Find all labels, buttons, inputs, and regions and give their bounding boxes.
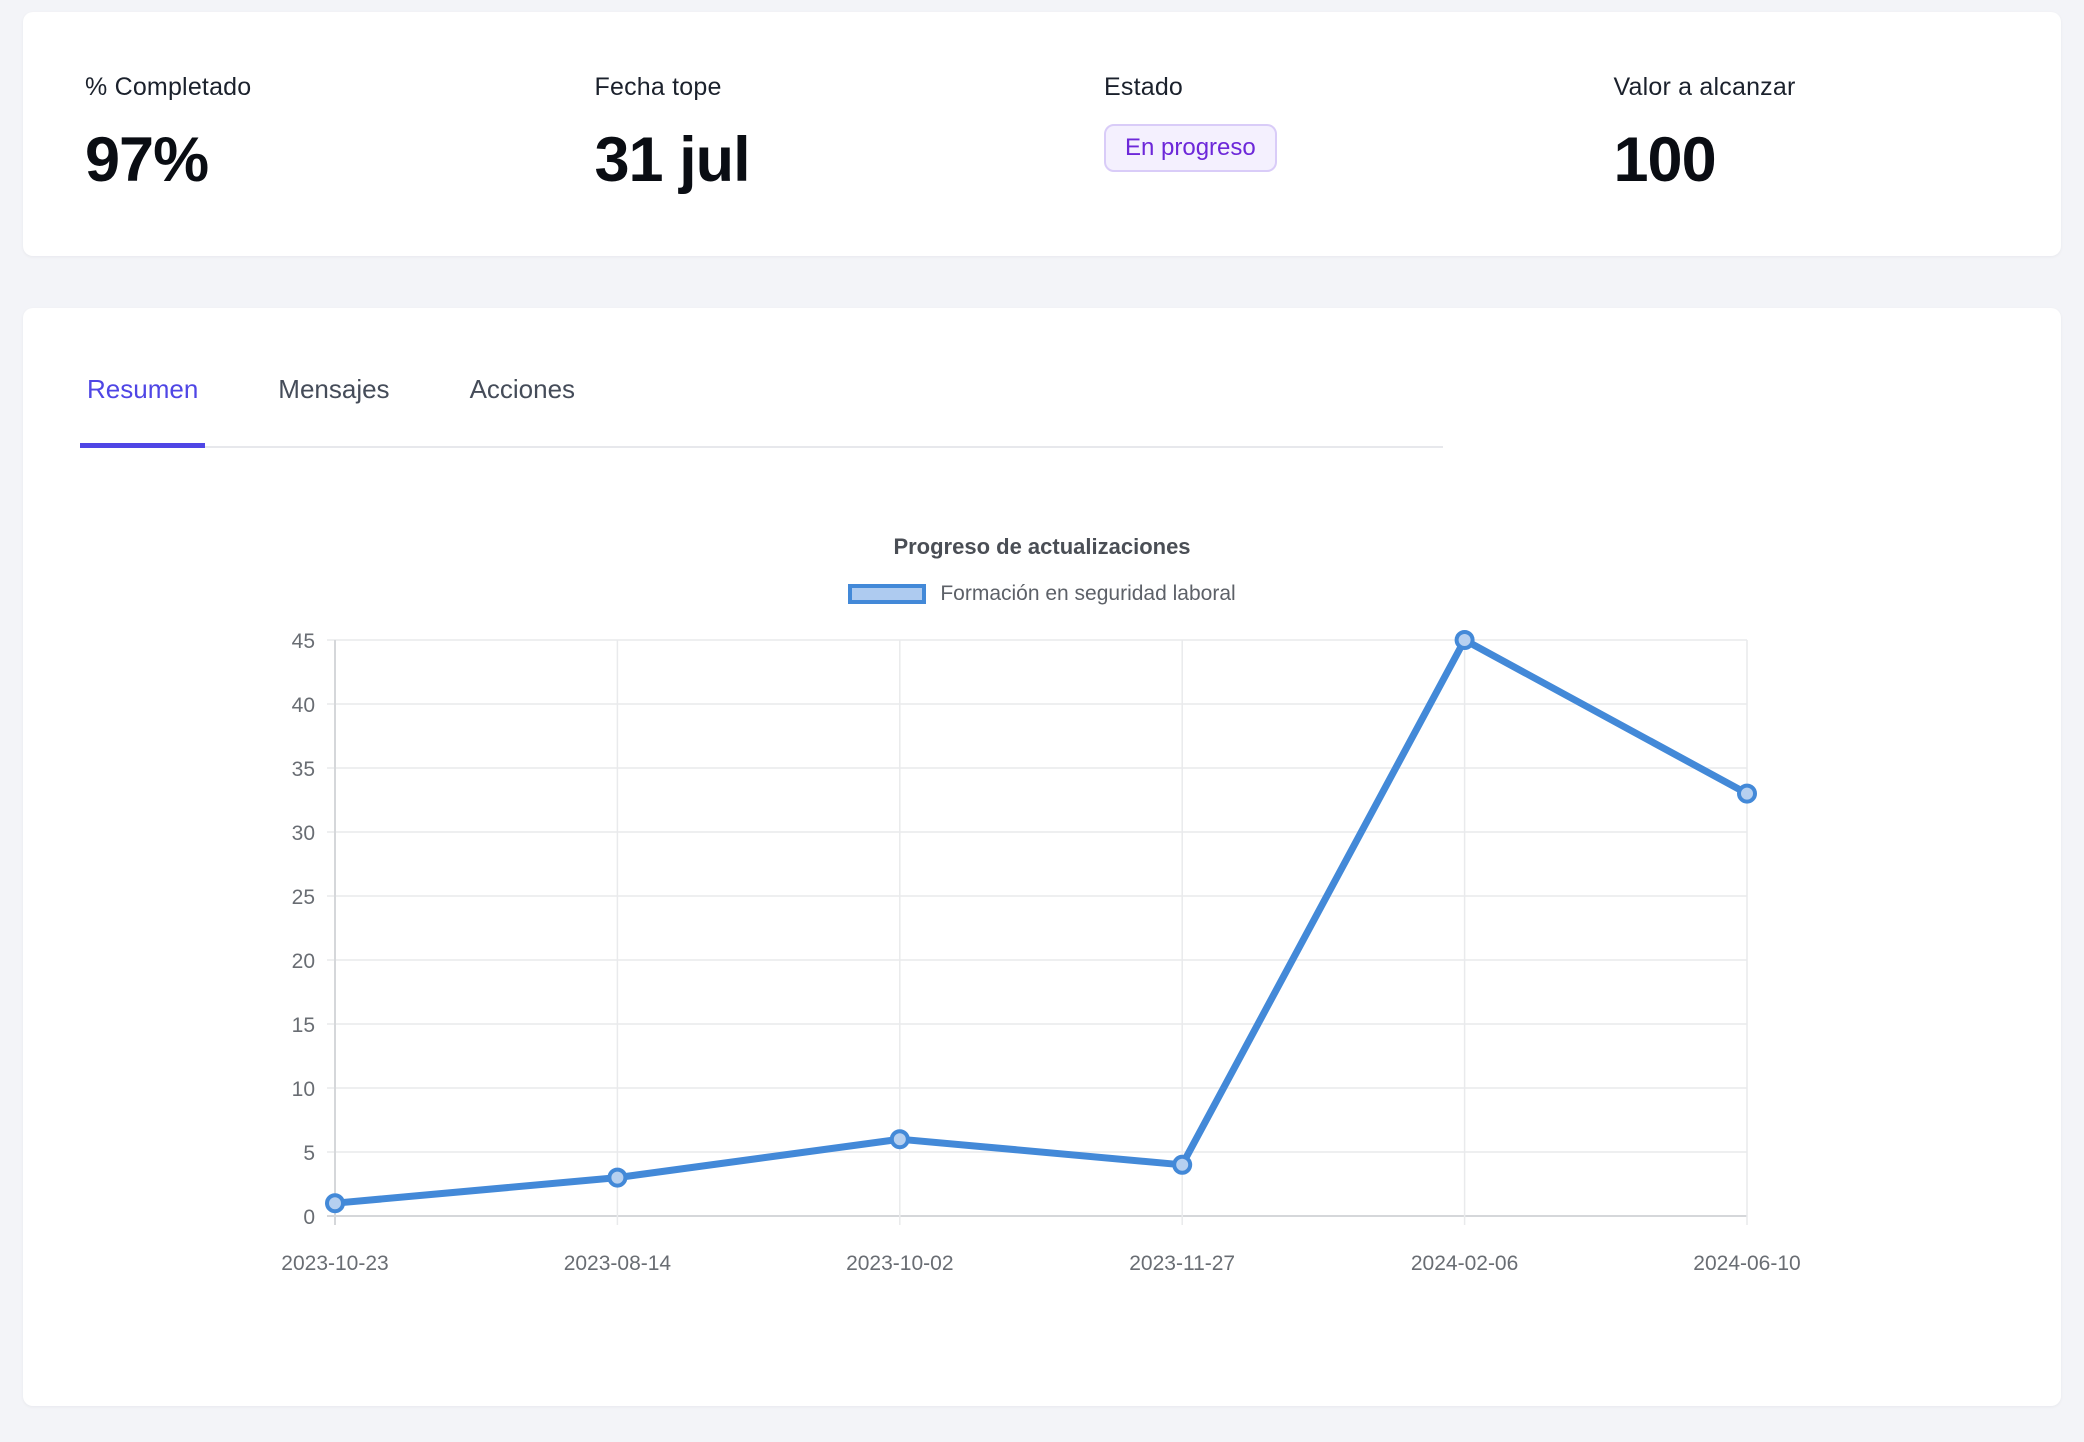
svg-text:35: 35: [292, 758, 315, 781]
svg-text:20: 20: [292, 950, 315, 973]
stat-valor-a-alcanzar: Valor a alcanzar 100: [1552, 73, 2062, 196]
stat-completado: % Completado 97%: [23, 73, 533, 196]
stat-value: 100: [1613, 124, 1717, 195]
chart-legend[interactable]: Formación en seguridad laboral: [232, 582, 1852, 606]
svg-text:30: 30: [292, 822, 315, 845]
svg-text:2023-08-14: 2023-08-14: [564, 1252, 672, 1275]
svg-text:2023-10-02: 2023-10-02: [846, 1252, 953, 1275]
main-card: Resumen Mensajes Acciones Progreso de ac…: [23, 308, 2061, 1406]
stat-estado: Estado En progreso: [1042, 73, 1552, 196]
stat-label: Fecha tope: [594, 72, 722, 101]
legend-label: Formación en seguridad laboral: [940, 582, 1236, 605]
svg-text:5: 5: [303, 1142, 315, 1165]
svg-text:10: 10: [292, 1078, 315, 1101]
tab-resumen[interactable]: Resumen: [80, 374, 206, 448]
stat-value: 97%: [85, 124, 209, 195]
legend-swatch-icon: [848, 584, 927, 604]
chart-title: Progreso de actualizaciones: [893, 534, 1191, 559]
svg-text:45: 45: [292, 630, 315, 653]
tab-acciones[interactable]: Acciones: [463, 374, 583, 448]
stat-label: Valor a alcanzar: [1613, 72, 1796, 101]
progress-chart[interactable]: 0 5 10 15 20 25 30 35 40 45 2023-10-23 2023-08-14 20…: [232, 620, 1852, 1320]
svg-text:2023-10-23: 2023-10-23: [281, 1252, 388, 1275]
chart-block: Progreso de actualizaciones Formación en…: [232, 534, 1852, 1320]
status-badge: En progreso: [1104, 123, 1277, 172]
svg-text:2024-02-06: 2024-02-06: [1411, 1252, 1518, 1275]
svg-text:0: 0: [303, 1206, 315, 1229]
tab-mensajes[interactable]: Mensajes: [271, 374, 396, 448]
stat-fecha-tope: Fecha tope 31 jul: [533, 73, 1043, 196]
stat-label: Estado: [1104, 72, 1184, 101]
stats-card: % Completado 97% Fecha tope 31 jul Estad…: [23, 12, 2061, 256]
svg-text:15: 15: [292, 1014, 315, 1037]
svg-text:2023-11-27: 2023-11-27: [1129, 1252, 1235, 1275]
tabs-bar: Resumen Mensajes Acciones: [80, 374, 1443, 448]
svg-text:2024-06-10: 2024-06-10: [1693, 1252, 1800, 1275]
stat-value: 31 jul: [594, 124, 751, 195]
svg-text:40: 40: [292, 694, 315, 717]
stat-label: % Completado: [85, 72, 252, 101]
svg-text:25: 25: [292, 886, 315, 909]
